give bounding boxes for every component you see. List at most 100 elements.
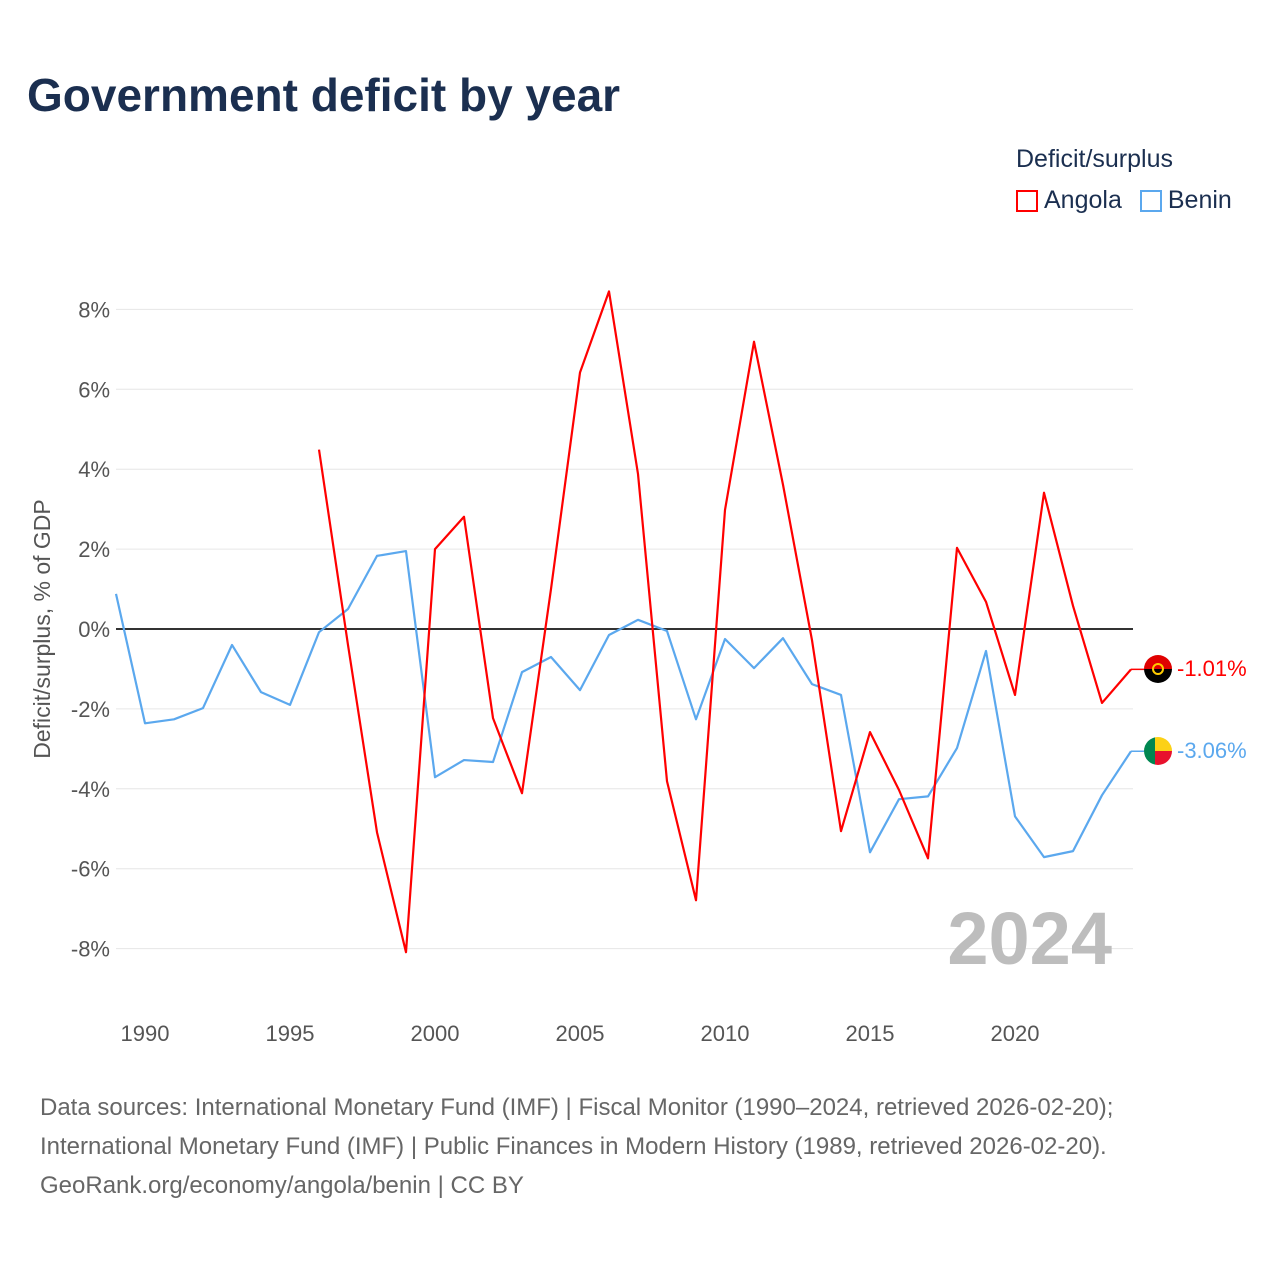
data-point-angola[interactable] — [954, 545, 960, 551]
legend-swatch-angola — [1016, 189, 1038, 212]
data-point-angola[interactable] — [896, 787, 902, 793]
data-point-angola[interactable] — [635, 471, 641, 477]
legend-swatch-benin — [1139, 189, 1162, 212]
data-point-angola[interactable] — [606, 288, 612, 294]
data-point-angola[interactable] — [1041, 490, 1047, 496]
data-point-angola[interactable] — [1128, 666, 1134, 672]
data-point-angola[interactable] — [722, 507, 728, 513]
x-tick-label: 2020 — [991, 1021, 1040, 1046]
data-point-benin[interactable] — [142, 720, 148, 726]
data-point-angola[interactable] — [519, 790, 525, 796]
footer: Data sources: International Monetary Fun… — [40, 1088, 1113, 1205]
y-tick-label: -6% — [71, 857, 110, 882]
legend-label-benin: Benin — [1167, 186, 1232, 214]
benin-end-label: -3.06% — [1177, 738, 1247, 763]
chart-title: Government deficit by year — [27, 69, 621, 121]
legend-item-benin[interactable]: Benin — [1139, 186, 1232, 215]
benin-flag-icon — [1144, 737, 1172, 765]
x-tick-label: 2010 — [701, 1021, 750, 1046]
data-point-benin[interactable] — [229, 642, 235, 648]
data-point-benin[interactable] — [1041, 854, 1047, 860]
x-tick-label: 2005 — [556, 1021, 605, 1046]
data-point-angola[interactable] — [548, 586, 554, 592]
data-point-benin[interactable] — [200, 705, 206, 711]
data-point-benin[interactable] — [287, 702, 293, 708]
plot-area: 8% 6% 4% 2% 0% -2% -4% -6% -8% 1990 1995 2000 2005 20… — [29, 288, 1247, 1046]
data-point-benin[interactable] — [867, 849, 873, 855]
data-point-benin[interactable] — [838, 692, 844, 698]
data-point-benin[interactable] — [1128, 748, 1134, 754]
data-point-benin[interactable] — [606, 632, 612, 638]
data-point-angola[interactable] — [1099, 700, 1105, 706]
data-point-angola[interactable] — [403, 949, 409, 955]
x-tick-label: 1990 — [121, 1021, 170, 1046]
data-point-benin[interactable] — [548, 654, 554, 660]
data-point-benin[interactable] — [722, 636, 728, 642]
data-point-angola[interactable] — [925, 855, 931, 861]
data-point-angola[interactable] — [693, 897, 699, 903]
data-point-benin[interactable] — [693, 716, 699, 722]
data-point-benin[interactable] — [635, 617, 641, 623]
data-point-benin[interactable] — [1099, 792, 1105, 798]
data-point-angola[interactable] — [664, 778, 670, 784]
y-tick-label: 2% — [78, 537, 110, 562]
data-point-benin[interactable] — [171, 716, 177, 722]
data-point-benin[interactable] — [577, 687, 583, 693]
data-point-angola[interactable] — [345, 642, 351, 648]
data-point-benin[interactable] — [432, 774, 438, 780]
source-line-1: Data sources: International Monetary Fun… — [40, 1094, 1114, 1121]
x-tick-label: 2000 — [411, 1021, 460, 1046]
data-point-angola[interactable] — [490, 715, 496, 721]
data-point-benin[interactable] — [1070, 848, 1076, 854]
data-point-benin[interactable] — [751, 665, 757, 671]
data-point-benin[interactable] — [954, 745, 960, 751]
data-point-benin[interactable] — [113, 591, 119, 597]
legend-title: Deficit/surplus — [1016, 145, 1173, 173]
legend-item-angola[interactable]: Angola — [1016, 186, 1122, 215]
data-point-angola[interactable] — [577, 370, 583, 376]
data-point-angola[interactable] — [316, 447, 322, 453]
data-point-benin[interactable] — [664, 628, 670, 634]
legend: Angola Benin — [1016, 186, 1232, 215]
data-point-angola[interactable] — [432, 546, 438, 552]
data-point-benin[interactable] — [345, 606, 351, 612]
data-point-angola[interactable] — [1070, 603, 1076, 609]
data-point-benin[interactable] — [490, 759, 496, 765]
y-tick-label: -4% — [71, 777, 110, 802]
y-tick-label: 4% — [78, 457, 110, 482]
data-point-benin[interactable] — [809, 681, 815, 687]
data-point-angola[interactable] — [983, 599, 989, 605]
data-point-benin[interactable] — [1012, 813, 1018, 819]
data-point-benin[interactable] — [461, 757, 467, 763]
x-tick-label: 2015 — [846, 1021, 895, 1046]
data-point-angola[interactable] — [461, 514, 467, 520]
angola-flag-icon — [1144, 655, 1172, 683]
series-line-benin[interactable] — [114, 549, 1132, 859]
angola-end-label: -1.01% — [1177, 656, 1247, 681]
source-link[interactable]: GeoRank.org/economy/angola/benin | CC BY — [40, 1172, 524, 1199]
data-point-angola[interactable] — [374, 829, 380, 835]
data-point-benin[interactable] — [258, 689, 264, 695]
data-point-angola[interactable] — [1012, 692, 1018, 698]
data-point-benin[interactable] — [780, 635, 786, 641]
data-point-angola[interactable] — [751, 339, 757, 345]
x-tick-label: 1995 — [266, 1021, 315, 1046]
data-point-benin[interactable] — [403, 548, 409, 554]
data-point-angola[interactable] — [809, 637, 815, 643]
data-point-benin[interactable] — [374, 553, 380, 559]
y-tick-label: 0% — [78, 617, 110, 642]
y-tick-label: -2% — [71, 697, 110, 722]
series-line-angola[interactable] — [317, 290, 1132, 954]
data-point-benin[interactable] — [316, 629, 322, 635]
year-watermark: 2024 — [947, 897, 1112, 980]
data-point-benin[interactable] — [519, 669, 525, 675]
data-point-angola[interactable] — [838, 828, 844, 834]
y-tick-label: -8% — [71, 937, 110, 962]
y-axis-label: Deficit/surplus, % of GDP — [29, 499, 55, 758]
source-line-2: International Monetary Fund (IMF) | Publ… — [40, 1133, 1107, 1160]
data-point-angola[interactable] — [867, 729, 873, 735]
data-point-benin[interactable] — [925, 793, 931, 799]
data-point-benin[interactable] — [983, 648, 989, 654]
data-point-angola[interactable] — [780, 482, 786, 488]
